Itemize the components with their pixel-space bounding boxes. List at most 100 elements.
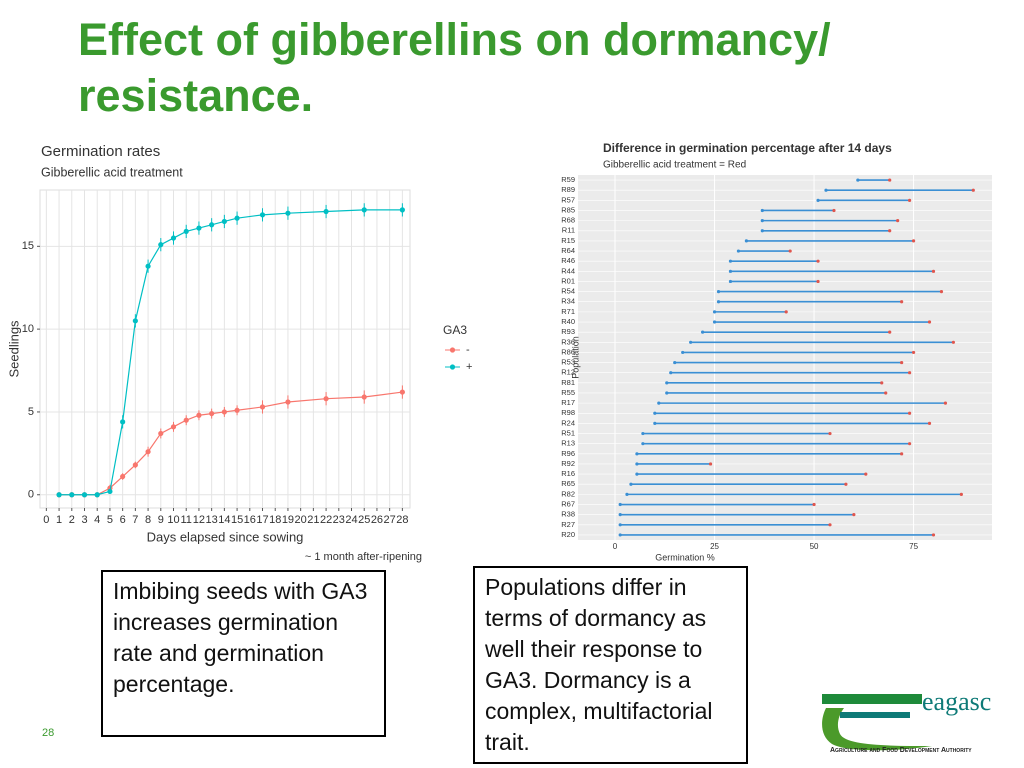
data-point (635, 472, 639, 476)
data-point (712, 320, 717, 324)
data-point (618, 533, 622, 537)
y-tick-label: R13 (561, 439, 575, 448)
data-point (618, 523, 622, 527)
data-point (234, 407, 240, 413)
data-point (56, 492, 62, 498)
data-point (716, 289, 721, 294)
y-tick-label: R85 (561, 205, 575, 214)
legend-title: GA3 (443, 323, 467, 337)
data-point (399, 207, 405, 213)
data-point (145, 263, 151, 269)
data-point (760, 219, 764, 223)
x-tick-label: 12 (193, 514, 205, 526)
data-point (120, 419, 126, 425)
chart-title: Germination rates (41, 143, 160, 160)
data-point (689, 340, 693, 344)
data-point (259, 404, 266, 410)
y-tick-label: R01 (561, 276, 575, 285)
data-point (816, 198, 820, 202)
data-point (931, 269, 936, 273)
x-tick-label: 19 (282, 514, 294, 526)
data-point (81, 492, 88, 498)
data-point (183, 417, 189, 423)
data-point (716, 300, 721, 304)
data-point (259, 212, 266, 218)
y-tick-label: R86 (561, 347, 575, 356)
chart-title: Difference in germination percentage aft… (603, 141, 892, 155)
data-point (712, 310, 717, 314)
x-axis-label: Days elapsed since sowing (147, 529, 304, 544)
y-tick-label: R55 (561, 388, 575, 397)
x-tick-label: 15 (231, 514, 243, 526)
x-tick-label: 18 (269, 514, 281, 526)
callout: Imbibing seeds with GA3 increases germin… (101, 570, 386, 737)
data-point (158, 242, 164, 248)
data-point (708, 462, 713, 466)
data-point (784, 310, 788, 314)
x-tick-label: 13 (206, 514, 218, 526)
x-tick-label: 10 (167, 514, 179, 526)
data-point (907, 198, 912, 202)
x-tick-label: 1 (56, 514, 62, 526)
y-tick-label: R20 (561, 530, 575, 539)
y-tick-label: 0 (28, 489, 34, 501)
data-point (927, 320, 932, 324)
x-tick-label: 17 (256, 514, 268, 526)
data-point (323, 396, 329, 402)
y-tick-label: 10 (22, 323, 34, 335)
legend-key (449, 347, 456, 353)
y-tick-label: R96 (561, 449, 575, 458)
data-point (120, 473, 126, 480)
data-point (900, 452, 904, 456)
x-tick-label: 21 (307, 514, 319, 526)
data-point (852, 513, 856, 517)
data-point (880, 381, 884, 385)
y-tick-label: R44 (561, 266, 575, 275)
data-point (788, 249, 792, 253)
data-point (361, 394, 367, 400)
x-tick-label: 25 (710, 542, 719, 551)
y-tick-label: R67 (561, 499, 575, 508)
x-tick-label: 27 (384, 514, 396, 526)
data-point (907, 411, 912, 415)
data-point (665, 381, 669, 385)
x-tick-label: 5 (107, 514, 113, 526)
chart-subtitle: Gibberellic acid treatment (41, 165, 183, 179)
data-point (828, 431, 832, 436)
data-point (844, 482, 848, 486)
logo-name: eagasc (922, 687, 991, 716)
data-point (158, 430, 164, 437)
data-point (736, 249, 741, 253)
y-tick-label: R16 (561, 469, 575, 478)
x-tick-label: 22 (320, 514, 332, 526)
data-point (673, 360, 677, 365)
data-point (69, 492, 75, 498)
data-point (911, 239, 916, 243)
data-point (635, 452, 639, 456)
data-point (285, 210, 291, 216)
y-tick-label: R92 (561, 459, 575, 468)
y-tick-label: R64 (561, 246, 575, 255)
data-point (931, 533, 936, 537)
data-point (170, 235, 177, 241)
x-tick-label: 50 (810, 542, 819, 551)
x-tick-label: 2 (69, 514, 75, 526)
data-point (816, 279, 820, 284)
data-point (939, 289, 944, 294)
y-tick-label: R53 (561, 358, 575, 367)
data-point (812, 502, 816, 507)
data-point (700, 330, 705, 334)
x-tick-label: 28 (396, 514, 408, 526)
data-point (629, 482, 633, 486)
y-tick-label: R11 (562, 226, 575, 235)
data-point (107, 488, 113, 495)
data-point (657, 401, 661, 405)
y-tick-label: 15 (22, 240, 34, 252)
legend-key (449, 364, 456, 370)
data-point (209, 222, 215, 228)
data-point (864, 472, 868, 476)
data-point (209, 410, 215, 417)
y-tick-label: R46 (561, 256, 575, 265)
x-tick-label: 0 (613, 542, 618, 551)
